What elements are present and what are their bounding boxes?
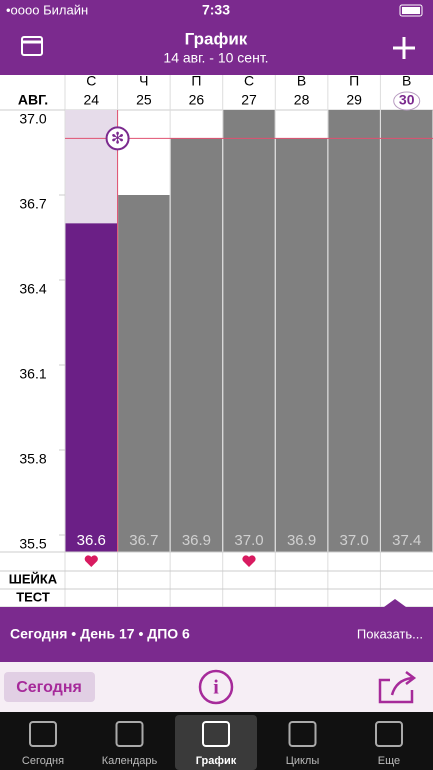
date: 30 — [399, 92, 415, 108]
add-button[interactable] — [393, 37, 415, 59]
ovulation-glyph: ✻ — [111, 131, 124, 148]
tab-label[interactable]: Сегодня — [22, 755, 64, 767]
value-label: 37.4 — [392, 532, 421, 549]
info-button[interactable]: i — [198, 669, 234, 705]
header-bg — [0, 0, 433, 75]
battery — [399, 4, 423, 17]
show-more[interactable]: Показать... — [357, 626, 423, 641]
svg-text:i: i — [213, 677, 219, 699]
value-label: 36.9 — [182, 532, 211, 549]
weekday: В — [297, 73, 306, 89]
value-label: 37.0 — [234, 532, 263, 549]
date: 28 — [294, 92, 310, 108]
today-circle — [393, 91, 421, 111]
info-bar — [0, 607, 433, 662]
date: 24 — [83, 92, 99, 108]
value-label: 36.6 — [77, 532, 106, 549]
carrier: •oooo Билайн — [6, 2, 88, 17]
battery-level — [402, 7, 420, 14]
date: 27 — [241, 92, 257, 108]
weekday: П — [349, 73, 359, 89]
y-tick-label: 35.5 — [19, 536, 46, 552]
date: 29 — [346, 92, 362, 108]
bar — [118, 195, 170, 552]
selected-tab-bg — [175, 715, 257, 770]
share-button[interactable] — [378, 671, 417, 704]
info-text: Сегодня • День 17 • ДПО 6 — [10, 626, 190, 642]
ovulation-icon — [105, 126, 130, 151]
y-tick-label: 37.0 — [19, 111, 46, 127]
notch — [384, 599, 406, 607]
bar — [328, 110, 380, 552]
weekday: П — [191, 73, 201, 89]
tab-icon[interactable] — [288, 721, 317, 747]
weekday: С — [244, 73, 254, 89]
weekday: В — [402, 73, 411, 89]
row-label: ШЕЙКА — [9, 571, 58, 586]
bar — [275, 138, 328, 552]
weekday: Ч — [139, 73, 148, 89]
bar — [65, 223, 118, 552]
bar — [223, 110, 275, 552]
tab-label[interactable]: Циклы — [286, 755, 320, 767]
value-label: 36.9 — [287, 532, 316, 549]
y-tick-label: 36.4 — [19, 281, 46, 297]
today-button-bg[interactable] — [4, 672, 95, 702]
calendar-button[interactable] — [21, 36, 43, 56]
month-label: АВГ. — [18, 92, 48, 108]
tab-label[interactable]: Еще — [378, 755, 400, 767]
tab-icon[interactable] — [375, 721, 403, 747]
heart — [242, 555, 256, 567]
date: 25 — [136, 92, 152, 108]
fertile-bg — [65, 110, 118, 224]
today-button[interactable]: Сегодня — [16, 679, 82, 696]
y-tick-label: 35.8 — [19, 451, 46, 467]
bar — [170, 138, 223, 552]
value-label: 36.7 — [129, 532, 158, 549]
tab-label[interactable]: График — [196, 755, 237, 767]
weekday: С — [86, 73, 96, 89]
tab-icon[interactable] — [115, 721, 144, 747]
title: График — [185, 29, 248, 48]
tab-icon[interactable] — [29, 721, 57, 747]
heart — [84, 555, 98, 567]
value-label: 37.0 — [340, 532, 369, 549]
y-tick-label: 36.1 — [19, 366, 46, 382]
y-tick-label: 36.7 — [19, 196, 46, 212]
plot — [65, 110, 433, 552]
time: 7:33 — [202, 2, 230, 18]
row-label: ТЕСТ — [16, 589, 50, 604]
date: 26 — [189, 92, 205, 108]
subtitle: 14 авг. - 10 сент. — [163, 50, 268, 66]
bar — [380, 110, 433, 552]
tab-icon[interactable] — [202, 721, 230, 747]
tab-label[interactable]: Календарь — [102, 755, 158, 767]
